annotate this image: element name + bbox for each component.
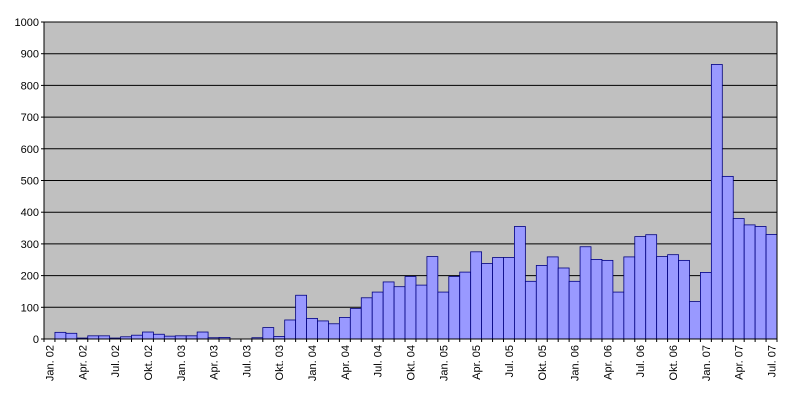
- x-tick-label: Jan. 02: [44, 345, 56, 381]
- x-tick-label: Okt. 04: [406, 345, 418, 380]
- bar: [503, 257, 515, 340]
- bar: [317, 320, 329, 340]
- x-tick-label: Apr. 06: [602, 345, 614, 380]
- bar: [65, 332, 78, 340]
- bar: [426, 256, 439, 340]
- bar: [131, 334, 143, 340]
- bar: [448, 276, 461, 340]
- bar: [678, 259, 690, 340]
- bar: [732, 218, 745, 340]
- bar: [623, 256, 636, 340]
- x-tick-label: Apr. 04: [340, 345, 352, 380]
- bar: [492, 257, 504, 340]
- y-tick-label: 400: [21, 207, 39, 219]
- bar: [743, 224, 756, 340]
- bar: [262, 327, 275, 340]
- y-tick-label: 0: [33, 334, 39, 346]
- x-tick-label: Jan. 07: [701, 345, 713, 381]
- bar: [634, 236, 647, 340]
- bar: [721, 175, 734, 340]
- bar: [142, 331, 154, 340]
- bar: [404, 276, 417, 340]
- bar: [557, 267, 570, 340]
- x-tick-label: Okt. 03: [274, 345, 286, 380]
- bar: [601, 259, 614, 340]
- x-tick-label: Jul. 07: [767, 345, 779, 377]
- x-tick-label: Apr. 05: [471, 345, 483, 380]
- bar: [54, 331, 67, 340]
- y-tick-label: 700: [21, 112, 39, 124]
- x-tick-label: Jul. 04: [373, 345, 385, 377]
- x-tick-label: Jan. 05: [438, 345, 450, 381]
- y-tick-labels: 0 100 200 300 400 500 600 700 800 900 1000: [15, 17, 39, 346]
- y-tick-label: 800: [21, 80, 39, 92]
- axes: [43, 21, 778, 342]
- x-tick-label: Jan. 04: [307, 345, 319, 381]
- x-tick-label: Jan. 03: [176, 345, 188, 381]
- bar: [514, 226, 526, 340]
- bar: [371, 291, 384, 340]
- bar: [152, 333, 165, 340]
- y-tick-label: 900: [21, 49, 39, 61]
- y-tick-label: 100: [21, 302, 39, 314]
- bar: [338, 317, 351, 340]
- bar: [535, 265, 548, 340]
- x-tick-label: Apr. 07: [734, 345, 746, 380]
- bar: [470, 251, 483, 340]
- bar: [524, 280, 537, 340]
- bar: [689, 301, 701, 340]
- bar: [546, 256, 559, 340]
- x-tick-label: Jan. 06: [570, 345, 582, 381]
- bar: [306, 317, 318, 340]
- bars: [54, 64, 778, 340]
- bar: [328, 323, 340, 340]
- x-tick-label: Jul. 05: [504, 345, 516, 377]
- bar: [765, 233, 778, 340]
- x-tick-label: Okt. 02: [143, 345, 155, 380]
- x-tick-label: Jul. 02: [110, 345, 122, 377]
- bar: [382, 281, 395, 340]
- bar: [284, 319, 297, 340]
- y-tick-label: 200: [21, 271, 39, 283]
- x-tick-label: Jul. 03: [241, 345, 253, 377]
- y-tick-label: 500: [21, 176, 39, 188]
- bar: [437, 291, 450, 340]
- bar: [590, 259, 603, 340]
- x-tick-labels: Jan. 02 Apr. 02 Jul. 02 Okt. 02 Jan. 03 Apr. …: [44, 345, 778, 381]
- bar: [579, 246, 592, 340]
- bar: [710, 64, 723, 340]
- bar: [360, 297, 373, 340]
- bar: [612, 291, 625, 340]
- bar: [481, 263, 493, 340]
- bar: [415, 284, 428, 340]
- bar: [196, 331, 209, 340]
- bar: [754, 226, 767, 340]
- x-tick-label: Apr. 02: [77, 345, 89, 380]
- bar: [700, 272, 712, 340]
- x-tick-label: Okt. 05: [537, 345, 549, 380]
- y-tick-label: 600: [21, 144, 39, 156]
- bar: [459, 271, 472, 340]
- x-tick-label: Okt. 06: [668, 345, 680, 380]
- bar: [667, 254, 679, 340]
- bar: [568, 280, 581, 340]
- bar: [349, 308, 362, 340]
- x-tick-label: Apr. 03: [209, 345, 221, 380]
- bar: [295, 294, 307, 340]
- y-tick-label: 300: [21, 239, 39, 251]
- bar: [645, 234, 658, 340]
- x-tick-label: Jul. 06: [635, 345, 647, 377]
- bar: [656, 256, 668, 340]
- y-tick-label: 1000: [15, 17, 39, 29]
- bar: [393, 286, 406, 340]
